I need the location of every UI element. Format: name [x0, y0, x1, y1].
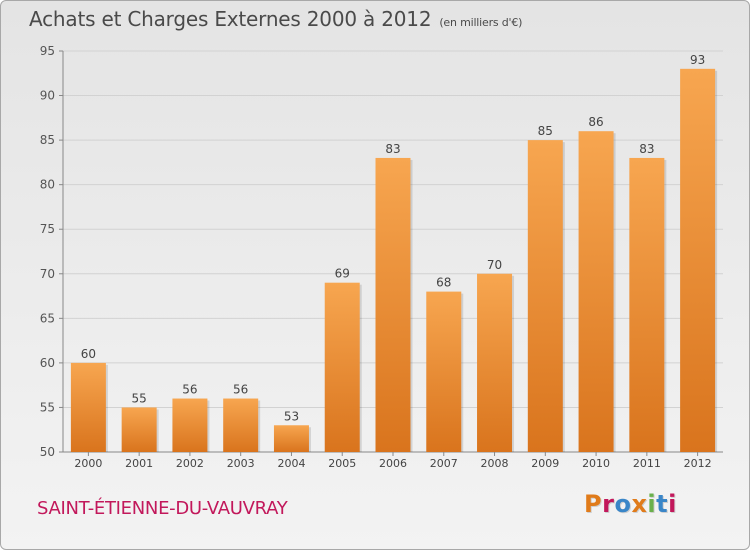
title-text: Achats et Charges Externes 2000 à 2012 — [29, 7, 432, 31]
bar — [121, 407, 157, 452]
y-tick-label: 80 — [40, 178, 55, 192]
y-tick-label: 90 — [40, 89, 55, 103]
x-tick-label: 2007 — [430, 457, 458, 470]
commune-name: SAINT-ÉTIENNE-DU-VAUVRAY — [37, 498, 288, 519]
bar — [70, 362, 106, 452]
x-tick-label: 2003 — [227, 457, 255, 470]
bar-value-label: 70 — [487, 258, 502, 272]
x-tick-label: 2006 — [379, 457, 407, 470]
logo-letter: x — [631, 490, 648, 518]
logo-letter: i — [647, 490, 657, 518]
x-tick-label: 2000 — [74, 457, 102, 470]
x-tick-label: 2008 — [481, 457, 509, 470]
y-tick-label: 95 — [40, 44, 55, 58]
bar — [477, 273, 513, 452]
bar-value-label: 86 — [588, 115, 603, 129]
y-tick-label: 55 — [40, 400, 55, 414]
bar-value-label: 93 — [690, 53, 705, 67]
bar-value-label: 56 — [182, 383, 197, 397]
bar-value-label: 60 — [81, 347, 96, 361]
y-tick-label: 75 — [40, 222, 55, 236]
bar-value-label: 83 — [385, 142, 400, 156]
bar — [680, 68, 716, 453]
y-tick-label: 50 — [40, 445, 55, 459]
logo-letter: P — [584, 490, 603, 518]
bar — [273, 425, 309, 452]
x-tick-label: 2004 — [277, 457, 305, 470]
bar-value-label: 53 — [284, 409, 299, 423]
bar-value-label: 83 — [639, 142, 654, 156]
bar — [629, 157, 665, 452]
bar-value-label: 55 — [132, 391, 147, 405]
x-tick-label: 2011 — [633, 457, 661, 470]
y-tick-label: 65 — [40, 311, 55, 325]
bar — [324, 282, 360, 452]
bar — [375, 157, 411, 452]
logo-letter: i — [668, 490, 677, 518]
unit-label: (en milliers d'€) — [439, 16, 523, 29]
bar — [578, 131, 614, 452]
bar-value-label: 69 — [335, 267, 350, 281]
x-tick-label: 2005 — [328, 457, 356, 470]
x-tick-label: 2012 — [684, 457, 712, 470]
proxiti-logo[interactable]: Proxiti — [584, 490, 677, 518]
x-tick-label: 2002 — [176, 457, 204, 470]
bar — [426, 291, 462, 452]
logo-letter: t — [656, 490, 669, 518]
bar-value-label: 56 — [233, 383, 248, 397]
logo-letter: o — [614, 490, 632, 518]
chart-title: Achats et Charges Externes 2000 à 2012 (e… — [29, 7, 522, 31]
x-tick-label: 2010 — [582, 457, 610, 470]
y-tick-label: 60 — [40, 356, 55, 370]
logo-letter: r — [602, 490, 615, 518]
bar-value-label: 68 — [436, 276, 451, 290]
bar — [527, 140, 563, 452]
y-tick-label: 70 — [40, 267, 55, 281]
x-tick-label: 2009 — [531, 457, 559, 470]
bar — [223, 398, 259, 452]
bar — [172, 398, 208, 452]
bar-value-label: 85 — [538, 124, 553, 138]
y-tick-label: 85 — [40, 133, 55, 147]
x-tick-label: 2001 — [125, 457, 153, 470]
